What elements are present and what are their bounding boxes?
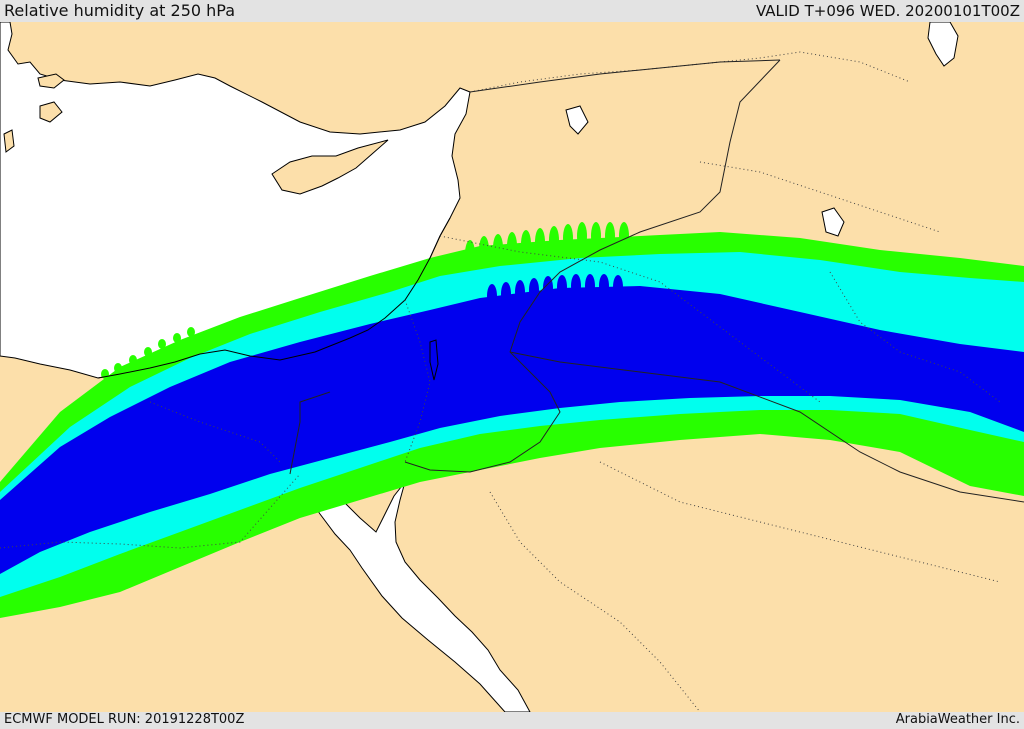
footer-bar: ECMWF MODEL RUN: 20191228T00Z ArabiaWeat…	[0, 712, 1024, 729]
credit-label: ArabiaWeather Inc.	[895, 712, 1020, 727]
lake	[821, 207, 845, 237]
inner-band-scallops	[487, 274, 623, 308]
country-borders	[0, 51, 1001, 712]
major-borders	[289, 59, 1024, 503]
valid-time-label: VALID T+096 WED. 20200101T00Z	[755, 2, 1020, 20]
model-run-label: ECMWF MODEL RUN: 20191228T00Z	[4, 712, 245, 727]
lake	[927, 22, 959, 67]
map-title: Relative humidity at 250 hPa	[4, 1, 236, 20]
header-bar: Relative humidity at 250 hPa VALID T+096…	[0, 0, 1024, 22]
dead-sea	[429, 339, 439, 381]
humidity-band-inner	[0, 286, 1024, 574]
map-canvas	[0, 22, 1024, 712]
cyprus-island	[271, 139, 389, 195]
humidity-band-scallops	[101, 222, 629, 379]
aegean-islands	[3, 73, 65, 153]
coastline	[97, 217, 451, 379]
red-sea	[287, 450, 531, 712]
lake	[565, 105, 589, 135]
